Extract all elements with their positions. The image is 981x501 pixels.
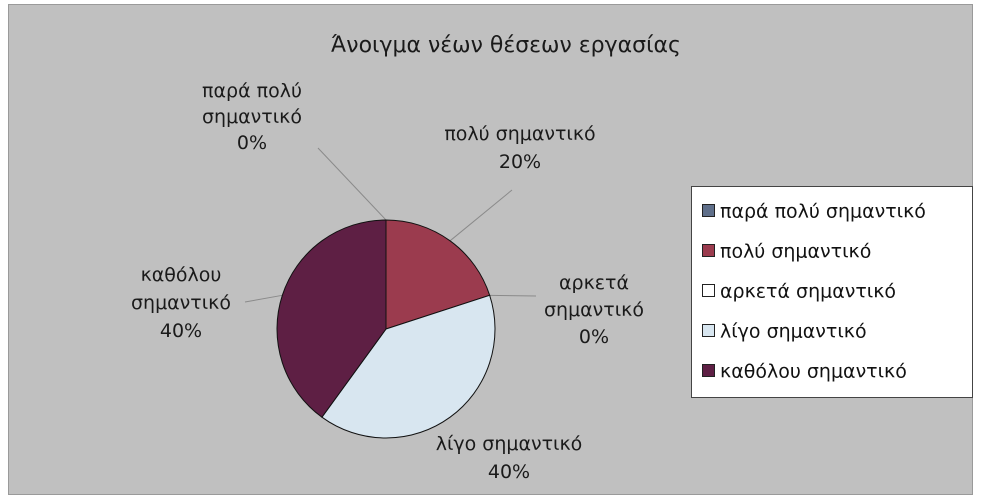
chart-title: Άνοιγμα νέων θέσεων εργασίας (331, 33, 681, 58)
data-label-category-καθόλου-σημαντικό: σημαντικό (131, 292, 231, 314)
data-label-percent-παρά-πολύ-σημαντικό: 0% (237, 132, 267, 154)
leader-line-παρά-πολύ-σημαντικό (317, 147, 387, 221)
legend-item-λίγο-σημαντικό: λίγο σημαντικό (702, 317, 867, 345)
pie-slices (276, 219, 496, 439)
legend-swatch-καθόλου-σημαντικό (702, 364, 715, 377)
data-label-category-παρά-πολύ-σημαντικό: παρά πολύ (202, 80, 302, 102)
legend-swatch-αρκετά-σημαντικό (702, 284, 715, 297)
leader-line-καθόλου-σημαντικό (244, 294, 283, 303)
data-label-percent-αρκετά-σημαντικό: 0% (579, 326, 609, 348)
pie-slice-λίγο-σημαντικό (321, 294, 496, 439)
data-label-category-καθόλου-σημαντικό: καθόλου (141, 264, 222, 286)
legend-item-παρά-πολύ-σημαντικό: παρά πολύ σημαντικό (702, 197, 926, 225)
legend-item-πολύ-σημαντικό: πολύ σημαντικό (702, 237, 871, 265)
legend-swatch-λίγο-σημαντικό (702, 324, 715, 337)
leader-line-πολύ-σημαντικό (449, 189, 513, 242)
legend-item-καθόλου-σημαντικό: καθόλου σημαντικό (702, 357, 907, 385)
legend-label-λίγο-σημαντικό: λίγο σημαντικό (720, 320, 867, 343)
data-label-category-πολύ-σημαντικό: πολύ σημαντικό (444, 123, 595, 145)
pie-slice-πολύ-σημαντικό (385, 219, 491, 330)
legend-label-αρκετά-σημαντικό: αρκετά σημαντικό (720, 280, 897, 303)
data-label-percent-λίγο-σημαντικό: 40% (488, 461, 530, 483)
leader-lines (244, 147, 537, 303)
data-label-category-λίγο-σημαντικό: λίγο σημαντικό (436, 433, 583, 455)
data-label-percent-πολύ-σημαντικό: 20% (499, 151, 541, 173)
slice-labels: παρά πολύ σημαντικό 0% πολύ σημαντικό 20% αρκ… (131, 80, 644, 483)
pie-slice-καθόλου-σημαντικό (276, 219, 387, 418)
legend-label-καθόλου-σημαντικό: καθόλου σημαντικό (720, 360, 907, 383)
leader-line-αρκετά-σημαντικό (489, 294, 537, 297)
data-label-category-αρκετά-σημαντικό: σημαντικό (544, 299, 644, 321)
legend-item-αρκετά-σημαντικό: αρκετά σημαντικό (702, 277, 896, 305)
legend-swatch-παρά-πολύ-σημαντικό (702, 204, 715, 217)
data-label-category-παρά-πολύ-σημαντικό: σημαντικό (202, 106, 302, 128)
data-label-percent-καθόλου-σημαντικό: 40% (160, 320, 202, 342)
legend-label-παρά-πολύ-σημαντικό: παρά πολύ σημαντικό (720, 200, 926, 223)
legend-swatch-πολύ-σημαντικό (702, 244, 715, 257)
legend: παρά πολύ σημαντικό πολύ σημαντικό αρκετά … (691, 186, 973, 398)
legend-label-πολύ-σημαντικό: πολύ σημαντικό (720, 240, 872, 263)
data-label-category-αρκετά-σημαντικό: αρκετά (559, 272, 629, 294)
